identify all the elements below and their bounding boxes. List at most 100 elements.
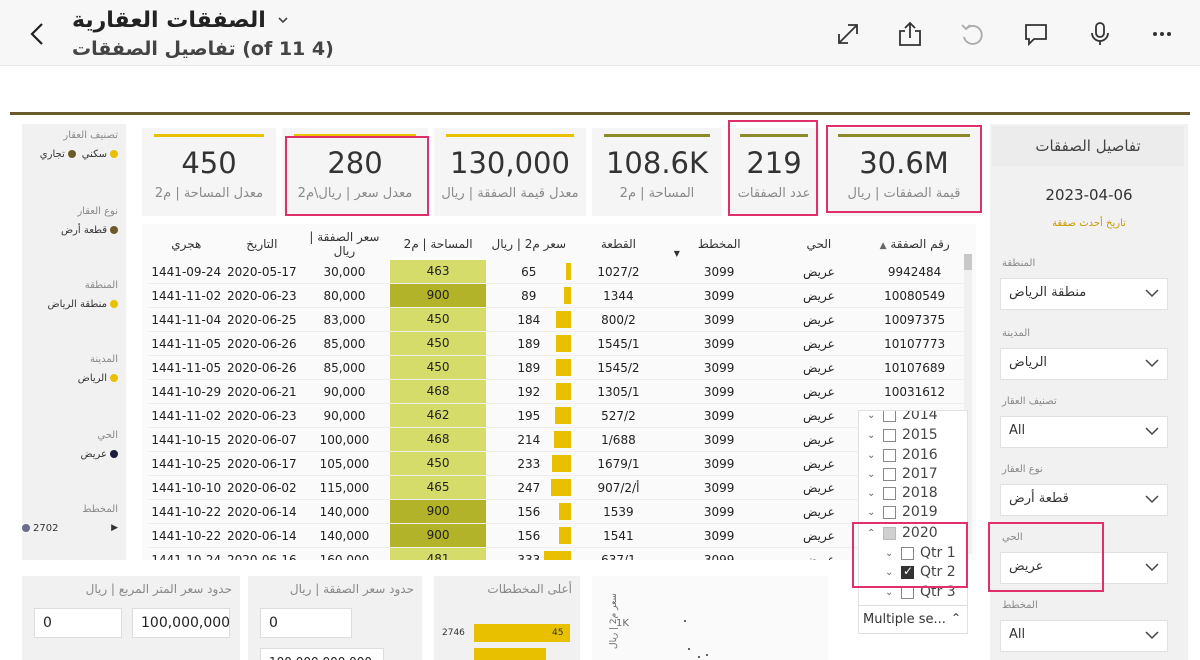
chevron-down-icon[interactable] (276, 13, 290, 27)
table-scrollbar-track[interactable] (964, 254, 972, 554)
kpi-card-area[interactable]: 108.6K المساحة | م2 (592, 128, 722, 216)
filter-dropdown[interactable]: All (1000, 620, 1168, 652)
checkbox[interactable] (883, 467, 896, 481)
kpi-card-deal-value[interactable]: 30.6M قيمة الصفقات | ريال (826, 128, 982, 216)
legend-item[interactable]: عريض (80, 449, 118, 460)
top-plan-bar[interactable] (474, 648, 546, 660)
col-header-date[interactable]: التاريخ (246, 237, 278, 251)
col-header-district[interactable]: الحي (806, 237, 832, 251)
year-slicer-item[interactable]: ⌄ 2014 (867, 410, 938, 425)
chevron-up-icon[interactable]: ⌃ (867, 527, 876, 539)
legend-item[interactable]: قطعة أرض (61, 225, 118, 236)
year-slicer-item[interactable]: ⌄ Qtr 3 (885, 582, 956, 602)
chevron-down-icon[interactable]: ⌄ (885, 566, 894, 578)
scatter-point[interactable] (698, 656, 700, 658)
table-row[interactable]: 1441-11-05 2020-06-26 85,000 450 189 1545/1 30… (148, 331, 964, 356)
deal-price-max-input[interactable]: 100,000,000,000 (260, 648, 384, 660)
table-row[interactable]: 1441-10-24 2020-06-16 160,000 481 333 637/1 30… (148, 547, 964, 560)
report-title[interactable]: الصفقات العقارية (72, 7, 266, 33)
legend-item[interactable]: سكني (82, 149, 118, 160)
kpi-card-avg-area[interactable]: 450 معدل المساحة | م2 (142, 128, 276, 216)
table-row[interactable]: 1441-11-05 2020-06-26 85,000 450 189 1545/2 30… (148, 355, 964, 380)
legend-item[interactable]: منطقة الرياض (48, 299, 118, 310)
table-row[interactable]: 1441-10-22 2020-06-14 140,000 900 156 1539 309… (148, 499, 964, 524)
table-row[interactable]: 1441-10-10 2020-06-02 115,000 465 247 907/2/أ… (148, 475, 964, 500)
cell-sqm-price: 214 (486, 427, 572, 452)
col-header-deal-price[interactable]: سعر الصفقة | ريال (309, 230, 380, 258)
kpi-card-deal-count[interactable]: 219 عدد الصفقات (728, 128, 820, 216)
table-row[interactable]: 1441-09-24 2020-05-17 30,000 463 65 1027/2 309… (148, 260, 964, 284)
table-row[interactable]: 1441-11-02 2020-06-23 80,000 900 89 1344 3099 ع… (148, 283, 964, 308)
cell-hijri: 1441-10-22 (148, 499, 225, 524)
kpi-card-avg-sqm-price[interactable]: 280 معدل سعر | ريال\م2 (282, 128, 428, 216)
table-row[interactable]: 1441-10-29 2020-06-21 90,000 468 192 1305/1 30… (148, 379, 964, 404)
checkbox[interactable] (883, 505, 896, 519)
legend-next-arrow-icon[interactable]: ▶ (111, 523, 118, 533)
chevron-down-icon[interactable]: ⌄ (867, 506, 876, 518)
filter-dropdown[interactable]: منطقة الرياض (1000, 278, 1168, 310)
share-icon[interactable] (896, 20, 924, 48)
microphone-icon[interactable] (1086, 20, 1114, 48)
sqm-price-max-input[interactable]: 100,000,000 (132, 608, 230, 638)
checkbox[interactable] (883, 526, 896, 540)
table-row[interactable]: 1441-10-22 2020-06-14 140,000 900 156 1541 309… (148, 523, 964, 548)
legend-dot (67, 150, 76, 158)
legend-item[interactable]: تجاري (40, 149, 76, 160)
year-slicer-item[interactable]: ⌄ 2018 (867, 483, 938, 503)
year-slicer-item[interactable]: ⌄ 2017 (867, 464, 938, 484)
chevron-down-icon[interactable]: ⌄ (885, 586, 894, 598)
expand-icon[interactable] (834, 20, 862, 48)
scatter-point[interactable] (706, 654, 708, 656)
year-slicer-item[interactable]: ⌄ 2015 (867, 425, 938, 445)
cell-area: 900 (389, 499, 487, 524)
kpi-card-avg-deal-value[interactable]: 130,000 معدل قيمة الصفقة | ريال (434, 128, 586, 216)
col-header-sqm-price[interactable]: سعر م2 | ريال (491, 237, 567, 251)
filter-dropdown[interactable]: عريض (1000, 552, 1168, 584)
checkbox[interactable] (883, 411, 896, 422)
top-plan-bar[interactable] (474, 624, 570, 642)
checkbox[interactable] (901, 564, 914, 579)
comment-icon[interactable] (1022, 20, 1050, 48)
col-header-deal-id[interactable]: رقم الصفقة ▲ (865, 228, 964, 260)
chevron-down-icon[interactable]: ⌄ (867, 468, 876, 480)
legend-item[interactable]: الرياض (78, 373, 118, 384)
scatter-point[interactable] (684, 620, 686, 622)
checkbox[interactable] (883, 428, 896, 442)
multiple-selection-dropdown[interactable]: Multiple se... ⌃ (859, 605, 967, 633)
chevron-down-icon[interactable]: ⌄ (867, 449, 876, 461)
chevron-down-icon[interactable]: ⌄ (885, 547, 894, 559)
checkbox[interactable] (883, 448, 896, 462)
cell-hijri: 1441-10-29 (148, 379, 225, 404)
chevron-down-icon[interactable]: ⌄ (867, 410, 876, 421)
legend-item[interactable]: 2702 (22, 523, 58, 534)
filter-dropdown[interactable]: قطعة أرض (1000, 484, 1168, 516)
scatter-point[interactable] (688, 648, 690, 650)
filter-dropdown[interactable]: الرياض (1000, 348, 1168, 380)
year-slicer-item[interactable]: ⌄ 2019 (867, 502, 938, 522)
checkbox[interactable] (901, 546, 914, 560)
year-slicer-item[interactable]: ⌄ 2016 (867, 445, 938, 465)
sqm-price-min-input[interactable]: 0 (34, 608, 122, 638)
undo-icon[interactable] (958, 20, 986, 48)
year-slicer-item[interactable]: ⌄ Qtr 1 (885, 543, 956, 563)
year-slicer-item[interactable]: ⌄ Qtr 2 (885, 562, 956, 582)
col-header-area[interactable]: المساحة | م2 (403, 237, 473, 251)
table-scrollbar-thumb[interactable] (964, 254, 972, 270)
deal-price-min-input[interactable]: 0 (260, 608, 352, 638)
chevron-down-icon[interactable]: ⌄ (867, 487, 876, 499)
sqm-price-value: 65 (521, 264, 537, 279)
year-slicer-item[interactable]: ⌃ 2020 (867, 523, 938, 543)
table-row[interactable]: 1441-11-04 2020-06-25 83,000 450 184 800/2 309… (148, 307, 964, 332)
table-row[interactable]: 1441-10-15 2020-06-07 100,000 468 214 1/688 30… (148, 427, 964, 452)
table-row[interactable]: 1441-10-25 2020-06-17 105,000 450 233 1679/1 3… (148, 451, 964, 476)
checkbox[interactable] (883, 486, 896, 500)
col-header-plot[interactable]: القطعة (600, 237, 636, 251)
filter-dropdown[interactable]: All (1000, 416, 1168, 448)
col-header-plan[interactable]: المخطط ▼ (666, 228, 773, 260)
filter-label: المنطقة (1002, 258, 1036, 269)
table-row[interactable]: 1441-11-02 2020-06-23 90,000 462 195 527/2 309… (148, 403, 964, 428)
more-options-icon[interactable] (1148, 20, 1176, 48)
back-chevron-icon[interactable] (24, 18, 52, 50)
chevron-down-icon[interactable]: ⌄ (867, 429, 876, 441)
col-header-hijri[interactable]: هجري (171, 237, 202, 251)
